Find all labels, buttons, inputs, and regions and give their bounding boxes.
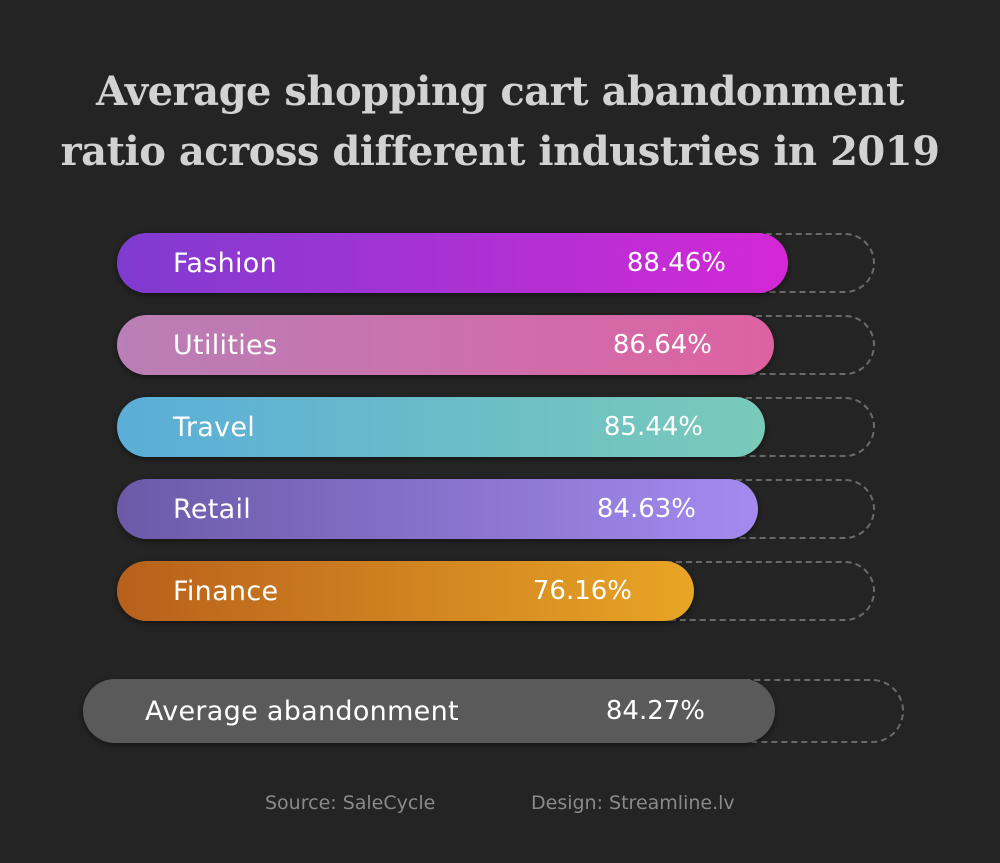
bar-fashion-label: Fashion <box>173 247 278 279</box>
bar-travel-bar <box>117 397 765 457</box>
bar-travel-value: 85.44% <box>603 412 703 442</box>
bar-utilities: Utilities 86.64% <box>117 315 875 375</box>
bar-finance: Finance 76.16% <box>117 561 875 621</box>
bar-fashion-value: 88.46% <box>626 248 726 278</box>
bar-finance-value: 76.16% <box>532 576 632 606</box>
bar-utilities-bar <box>117 315 774 375</box>
bar-finance-label: Finance <box>173 575 279 607</box>
chart-title-line-2: ratio across different industries in 201… <box>60 128 940 175</box>
bar-finance-bar <box>117 561 694 621</box>
design-credit: Design: Streamline.lv <box>531 792 735 814</box>
chart-title: Average shopping cart abandonment ratio … <box>0 62 1000 182</box>
bar-retail: Retail 84.63% <box>117 479 875 539</box>
bar-average-abandonment-label: Average abandonment <box>145 695 459 727</box>
bar-retail-bar <box>117 479 758 539</box>
bar-retail-label: Retail <box>173 493 252 525</box>
bar-fashion: Fashion 88.46% <box>117 233 875 293</box>
bar-average-abandonment-bar <box>83 679 775 743</box>
bar-average-abandonment: Average abandonment 84.27% <box>83 679 904 743</box>
bar-travel: Travel 85.44% <box>117 397 875 457</box>
chart-title-line-1: Average shopping cart abandonment <box>95 68 905 115</box>
bar-fashion-bar <box>117 233 788 293</box>
bar-utilities-value: 86.64% <box>612 330 712 360</box>
bar-travel-label: Travel <box>173 411 256 443</box>
bar-retail-value: 84.63% <box>596 494 696 524</box>
bar-average-abandonment-value: 84.27% <box>605 696 705 726</box>
source-credit: Source: SaleCycle <box>265 792 436 814</box>
bar-utilities-label: Utilities <box>173 329 278 361</box>
